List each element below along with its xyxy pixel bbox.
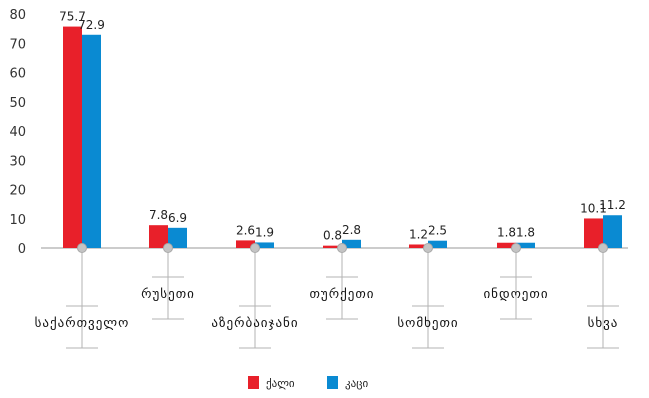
category-marker	[337, 243, 347, 253]
category-marker	[598, 243, 608, 253]
category-label: სომხეთი	[397, 316, 458, 331]
category-marker	[511, 243, 521, 253]
category-label: სხვა	[588, 316, 619, 331]
bar-value-label: 6.9	[168, 211, 187, 225]
y-tick-label: 50	[9, 96, 26, 111]
category-marker	[163, 243, 173, 253]
bar-value-label: 7.8	[149, 208, 168, 222]
bar-value-label: 1.8	[516, 226, 535, 240]
bar-series-2	[516, 242, 535, 248]
bar-series-2	[255, 242, 274, 248]
category-marker	[250, 243, 260, 253]
legend-swatch-2	[327, 376, 338, 389]
bar-value-label: 10.1	[580, 201, 607, 215]
bar-series-1	[149, 225, 168, 248]
bar-series-1	[584, 218, 603, 248]
y-tick-label: 70	[9, 37, 26, 52]
bar-value-label: 2.6	[236, 223, 255, 237]
bar-value-label: 75.7	[59, 10, 86, 24]
bar-value-label: 11.2	[599, 198, 626, 212]
bar-series-2	[168, 227, 187, 248]
y-tick-label: 80	[9, 8, 26, 23]
bar-value-label: 1.8	[497, 226, 516, 240]
bar-value-label: 2.5	[428, 224, 447, 238]
bar-series-2	[428, 240, 447, 248]
bar-series-2	[82, 34, 101, 248]
bar-series-1	[497, 242, 516, 248]
bar-value-label: 1.2	[409, 227, 428, 241]
bar-series-1	[63, 26, 82, 248]
y-tick-label: 0	[18, 242, 26, 257]
bar-value-label: 2.8	[342, 223, 361, 237]
category-label: ინდოეთი	[483, 287, 548, 302]
bar-value-label: 0.8	[323, 229, 342, 243]
bar-series-1	[409, 244, 428, 248]
y-tick-label: 30	[9, 154, 26, 169]
category-label: აზერბაიჯანი	[211, 316, 298, 331]
legend-label: კაცი	[345, 377, 368, 390]
category-label: რუსეთი	[141, 287, 195, 302]
y-tick-label: 10	[9, 213, 26, 228]
y-tick-label: 60	[9, 67, 26, 82]
bar-series-2	[342, 239, 361, 248]
bar-series-2	[603, 215, 622, 248]
category-label: საქართველო	[35, 316, 130, 331]
category-marker	[77, 243, 87, 253]
y-tick-label: 20	[9, 184, 26, 199]
category-label: თურქეთი	[310, 287, 375, 302]
legend-swatch-1	[248, 376, 259, 389]
legend-label: ქალი	[266, 377, 295, 390]
y-tick-label: 40	[9, 125, 26, 140]
bar-series-1	[323, 245, 342, 248]
bar-value-label: 1.9	[255, 225, 274, 239]
bar-series-1	[236, 240, 255, 248]
bar-value-label: 72.9	[78, 18, 105, 32]
category-marker	[423, 243, 433, 253]
